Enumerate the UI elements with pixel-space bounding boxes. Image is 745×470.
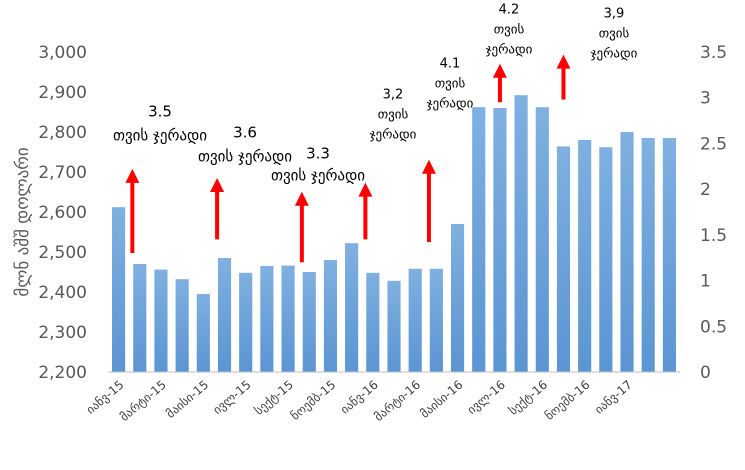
annotation-label: 3.3 თვის ჯერადი [271,144,365,184]
annotation-line: თვის [599,27,630,42]
bar [196,294,210,372]
arrow-markers [125,54,571,263]
red-arrow [210,178,225,240]
right-axis-ticks: 0 0.5 1 1.5 2 2.5 3 3.5 [700,43,727,383]
annotation-label: 3,9 თვის ჯერადი [591,7,638,62]
bar [281,265,295,372]
red-arrow [358,182,373,240]
y2-tick-label: 3 [700,89,711,109]
annotation-label: 3.6 თვის ჯერადი [198,123,292,165]
bar [556,146,571,372]
bar [112,207,126,372]
x-tick-label: ნოემბ-16 [542,378,592,423]
y2-tick-label: 0.5 [700,317,727,337]
left-axis-ticks: 2,200 2,300 2,400 2,500 2,600 2,700 2,800 2,900… [38,43,87,383]
y-tick-label: 2,300 [38,323,87,343]
x-tick-label: ივლ-15 [210,378,253,417]
bar [641,138,655,372]
annotation-label: 4.1 თვის ჯერადი [427,57,474,112]
bar [323,260,338,372]
x-tick-label: ნოემბ-15 [288,378,338,423]
x-tick-label: მარტი-16 [372,378,424,424]
bar [154,269,168,372]
annotation-line: 4.2 [499,3,520,18]
annotation-line: 3,9 [604,7,625,22]
y2-tick-label: 2 [700,180,711,200]
red-arrow [556,54,571,100]
y2-tick-label: 0 [700,363,711,383]
x-tick-label: იანვ-17 [592,378,635,417]
annotation-label: 3.5 თვის ჯერადი [113,102,207,144]
y-tick-label: 2,700 [38,163,87,183]
y-tick-label: 3,000 [38,43,87,63]
annotation-line: 3.6 [233,123,257,141]
y2-tick-label: 3.5 [700,43,727,63]
annotations: 3.5 თვის ჯერადი 3.6 თვის ჯერადი 3.3 თვის ჯერა… [113,3,638,185]
annotation-label: 4.2 თვის ჯერადი [486,3,533,58]
annotation-line: 3.3 [306,144,330,162]
annotation-line: 3,2 [383,88,404,103]
annotation-line: თვის ჯერადი [113,126,207,144]
annotation-line: თვის [378,108,409,123]
x-tick-label: მაისი-15 [163,378,211,421]
bar [387,280,401,372]
x-tick-label: მაისი-16 [418,378,466,421]
red-arrow [492,63,507,103]
bar [578,140,592,372]
red-arrow [421,159,436,243]
bar [366,272,380,372]
bar [217,258,232,372]
annotation-line: თვის [494,23,525,38]
bar [493,108,507,372]
bar [408,268,422,372]
annotation-line: 3.5 [148,102,172,120]
red-arrow [294,191,309,263]
bar [450,224,465,372]
y2-tick-label: 1 [700,272,711,292]
y-tick-label: 2,900 [38,83,87,103]
bar [514,95,528,372]
bar [662,138,676,372]
bar [345,243,359,372]
bar [620,132,634,372]
y-tick-label: 2,800 [38,123,87,143]
y-tick-label: 2,500 [38,243,87,263]
y2-tick-label: 1.5 [700,226,727,246]
bar [260,266,274,372]
bar [302,272,316,372]
x-tick-label: ივლ-16 [465,378,508,417]
annotation-line: ჯერადი [591,47,638,62]
y2-tick-label: 2.5 [700,134,727,154]
bar [133,264,147,372]
annotation-line: ჯერადი [486,43,533,58]
y-tick-label: 2,200 [38,363,87,383]
annotation-line: თვის [435,77,466,92]
annotation-line: ჯერადი [427,97,474,112]
annotation-line: ჯერადი [370,128,417,143]
bar [239,272,253,372]
annotation-line: თვის ჯერადი [271,166,365,184]
bar [599,147,613,372]
y-axis-label: მლნ აშშ დოლარი [13,147,33,296]
annotation-line: 4.1 [440,57,461,72]
bar [472,107,486,372]
y-tick-label: 2,400 [38,283,87,303]
x-tick-label: მარტი-15 [117,378,169,424]
annotation-line: თვის ჯერადი [198,147,292,165]
bar [429,268,443,372]
bar [175,279,189,372]
bar [535,107,549,372]
red-arrow [125,168,140,254]
y-tick-label: 2,600 [38,203,87,223]
annotation-label: 3,2 თვის ჯერადი [370,88,417,143]
bar-series [112,95,676,372]
